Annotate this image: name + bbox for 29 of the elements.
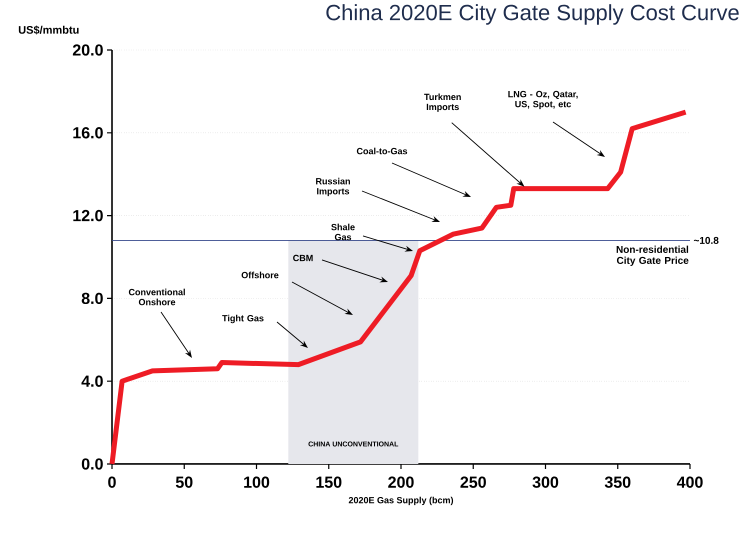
annotation: Russian Imports xyxy=(316,178,350,196)
x-tick-label: 100 xyxy=(244,476,270,488)
annotation: Conventional Onshore xyxy=(128,288,185,306)
x-tick-label: 400 xyxy=(676,476,703,488)
y-tick-label: 0.0 xyxy=(82,458,103,470)
x-tick-label: 50 xyxy=(176,476,192,488)
x-tick-label: 150 xyxy=(316,476,342,488)
y-tick-label: 12.0 xyxy=(73,210,103,222)
y-tick-label: 20.0 xyxy=(72,44,103,56)
annotation: CBM xyxy=(293,254,313,262)
ref-line-label: ~10.8 xyxy=(694,236,719,244)
y-axis-title: US$/mmbtu xyxy=(18,26,79,34)
annotation: LNG - Oz, Qatar, US, Spot, etc xyxy=(508,90,578,110)
y-tick-label: 8.0 xyxy=(82,292,103,304)
annotation: Coal-to-Gas xyxy=(356,148,408,154)
chart-title: China 2020E City Gate Supply Cost Curve xyxy=(326,4,739,25)
x-tick-label: 250 xyxy=(460,476,486,488)
x-tick-label: 200 xyxy=(388,476,414,488)
x-axis-title: 2020E Gas Supply (bcm) xyxy=(348,496,454,506)
annotation: Offshore xyxy=(242,272,278,278)
annotation: Non-residential City Gate Price xyxy=(616,246,688,266)
y-tick-label: 16.0 xyxy=(73,127,103,138)
x-tick-label: 0 xyxy=(108,476,116,488)
annotation: Turkmen Imports xyxy=(424,93,461,112)
annotation: Tight Gas xyxy=(222,314,264,324)
x-tick-label: 300 xyxy=(532,476,558,488)
y-tick-label: 4.0 xyxy=(81,376,103,387)
x-tick-label: 350 xyxy=(604,476,630,488)
annotation: Shale Gas xyxy=(331,224,355,240)
